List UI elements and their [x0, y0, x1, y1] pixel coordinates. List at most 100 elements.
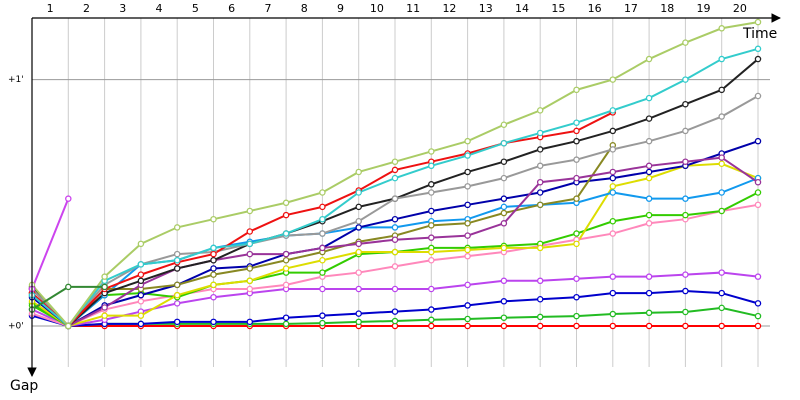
lap-point	[645, 309, 653, 317]
x-tick-label: 2	[83, 2, 90, 15]
lap-point	[609, 322, 617, 330]
lap-point	[500, 139, 508, 147]
lap-point	[137, 240, 145, 248]
lap-point	[682, 271, 689, 278]
x-tick-label: 4	[156, 2, 163, 15]
lap-point	[391, 195, 399, 202]
lap-point	[319, 269, 326, 276]
x-tick-label: 11	[406, 2, 420, 15]
lap-point	[500, 244, 508, 252]
lap-point	[573, 240, 580, 248]
lap-point	[464, 322, 471, 330]
lap-point	[246, 285, 254, 293]
lap-point	[428, 316, 435, 324]
y-tick-label: +1'	[8, 75, 24, 85]
lap-point	[718, 304, 725, 312]
lap-point	[682, 195, 689, 202]
lap-point	[536, 178, 544, 186]
lap-point	[210, 265, 217, 272]
x-tick-label: 15	[551, 2, 565, 15]
lap-point	[536, 107, 544, 114]
lap-point	[210, 293, 217, 301]
lap-point	[609, 107, 617, 114]
lap-point	[464, 183, 471, 190]
lap-point	[428, 234, 435, 241]
lap-point	[137, 277, 145, 285]
lap-point	[319, 203, 326, 211]
x-tick-label: 10	[370, 2, 384, 15]
lap-point	[718, 86, 725, 94]
lap-point	[573, 119, 580, 126]
x-tick-label: 1	[47, 2, 54, 15]
x-tick-label: 8	[301, 2, 308, 15]
lap-point	[645, 162, 653, 170]
lap-point	[101, 304, 108, 311]
lap-point	[282, 256, 290, 264]
lap-point	[573, 275, 580, 282]
lap-point	[609, 146, 617, 153]
lap-point	[319, 285, 326, 293]
lap-point	[609, 230, 617, 237]
lap-point	[319, 256, 326, 264]
lap-point	[536, 296, 544, 303]
lap-point	[718, 289, 725, 297]
lap-point	[754, 189, 762, 196]
lap-point	[319, 215, 326, 223]
lap-point	[428, 181, 435, 188]
lap-point	[319, 244, 326, 252]
lap-point	[609, 174, 617, 182]
lap-point	[137, 320, 145, 328]
lap-point	[210, 244, 217, 252]
lap-point	[754, 45, 762, 53]
lap-point	[282, 265, 290, 272]
lap-point	[428, 256, 435, 264]
lap-point	[428, 148, 435, 155]
lap-point	[391, 174, 399, 182]
lap-point	[754, 312, 762, 320]
lap-point	[573, 322, 580, 330]
lap-point	[718, 154, 725, 161]
lap-point	[355, 285, 362, 293]
lap-point	[718, 269, 725, 276]
lap-point	[754, 322, 762, 330]
lap-point	[500, 314, 508, 321]
lap-point	[500, 195, 508, 202]
x-tick-label: 7	[264, 2, 271, 15]
lap-point	[536, 313, 544, 321]
lap-point	[391, 263, 399, 270]
lap-point	[282, 314, 290, 321]
x-tick-label: 9	[337, 2, 344, 15]
lap-point	[682, 39, 689, 46]
lap-point	[500, 220, 508, 227]
lap-point	[210, 271, 217, 278]
lap-point	[428, 248, 435, 256]
lap-point	[428, 207, 435, 215]
lap-point	[210, 215, 217, 223]
lap-point	[573, 293, 580, 301]
lap-point	[391, 285, 399, 293]
lap-point	[718, 55, 725, 63]
lap-point	[428, 162, 435, 170]
lap-point	[536, 189, 544, 196]
lap-point	[282, 211, 290, 219]
lap-point	[319, 319, 326, 327]
lap-point	[464, 252, 471, 260]
lap-point	[754, 273, 762, 280]
lap-point	[500, 322, 508, 330]
x-tick-label: 17	[624, 2, 638, 15]
lap-point	[682, 308, 689, 316]
lap-point	[391, 158, 399, 165]
lap-point	[319, 189, 326, 196]
x-tick-label: 13	[479, 2, 493, 15]
lap-point	[464, 168, 471, 176]
lap-point	[609, 189, 617, 196]
lap-point	[282, 281, 290, 289]
y-axis-label: Gap	[10, 378, 38, 394]
lap-point	[754, 92, 762, 100]
lap-point	[355, 189, 362, 196]
lap-point	[428, 285, 435, 293]
lap-point	[173, 265, 181, 272]
lap-point	[464, 302, 471, 309]
